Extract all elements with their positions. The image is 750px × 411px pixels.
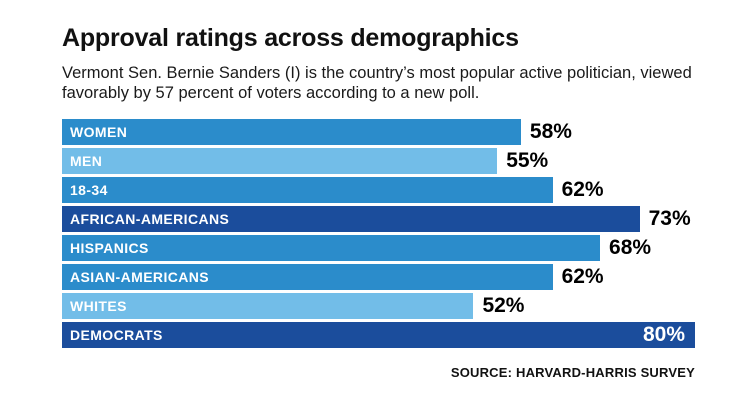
- bar-category-label: WHITES: [70, 298, 127, 315]
- bar: MEN: [62, 148, 498, 175]
- bar-category-label: AFRICAN-AMERICANS: [70, 211, 230, 228]
- bar-value-label: 62%: [561, 265, 604, 289]
- bar-category-label: DEMOCRATS: [70, 327, 163, 344]
- bar-row: WOMEN 58%: [62, 119, 695, 146]
- bar: DEMOCRATS: [62, 322, 695, 349]
- bar-value-label: 58%: [529, 120, 572, 144]
- bar-value-label: 62%: [561, 178, 604, 202]
- source-credit: SOURCE: HARVARD-HARRIS SURVEY: [450, 365, 695, 381]
- bar-category-label: 18-34: [70, 182, 108, 199]
- bar-category-label: HISPANICS: [70, 240, 149, 257]
- bar-value-label: 80%: [642, 323, 685, 347]
- bar: ASIAN-AMERICANS: [62, 264, 553, 291]
- bar: 18-34: [62, 177, 553, 204]
- bar-category-label: WOMEN: [70, 124, 128, 141]
- chart-title: Approval ratings across demographics: [62, 24, 519, 52]
- bar-category-label: ASIAN-AMERICANS: [70, 269, 209, 286]
- bar-row: DEMOCRATS 80%: [62, 322, 695, 349]
- bar-row: MEN 55%: [62, 148, 695, 175]
- bar-value-label: 68%: [609, 236, 652, 260]
- bar-value-label: 52%: [482, 294, 525, 318]
- bar: WHITES: [62, 293, 474, 320]
- bar-row: HISPANICS 68%: [62, 235, 695, 262]
- bar-value-label: 73%: [648, 207, 691, 231]
- bar-category-label: MEN: [70, 153, 103, 170]
- bar: AFRICAN-AMERICANS: [62, 206, 640, 233]
- bar-value-label: 55%: [506, 149, 549, 173]
- bar: WOMEN: [62, 119, 521, 146]
- bar: HISPANICS: [62, 235, 601, 262]
- bar-row: WHITES 52%: [62, 293, 695, 320]
- bar-row: 18-34 62%: [62, 177, 695, 204]
- bar-row: ASIAN-AMERICANS 62%: [62, 264, 695, 291]
- bar-row: AFRICAN-AMERICANS 73%: [62, 206, 695, 233]
- bar-chart: WOMEN 58% MEN 55% 18-34 62% AFRICAN-AMER…: [62, 119, 695, 349]
- chart-subtitle: Vermont Sen. Bernie Sanders (I) is the c…: [62, 64, 692, 103]
